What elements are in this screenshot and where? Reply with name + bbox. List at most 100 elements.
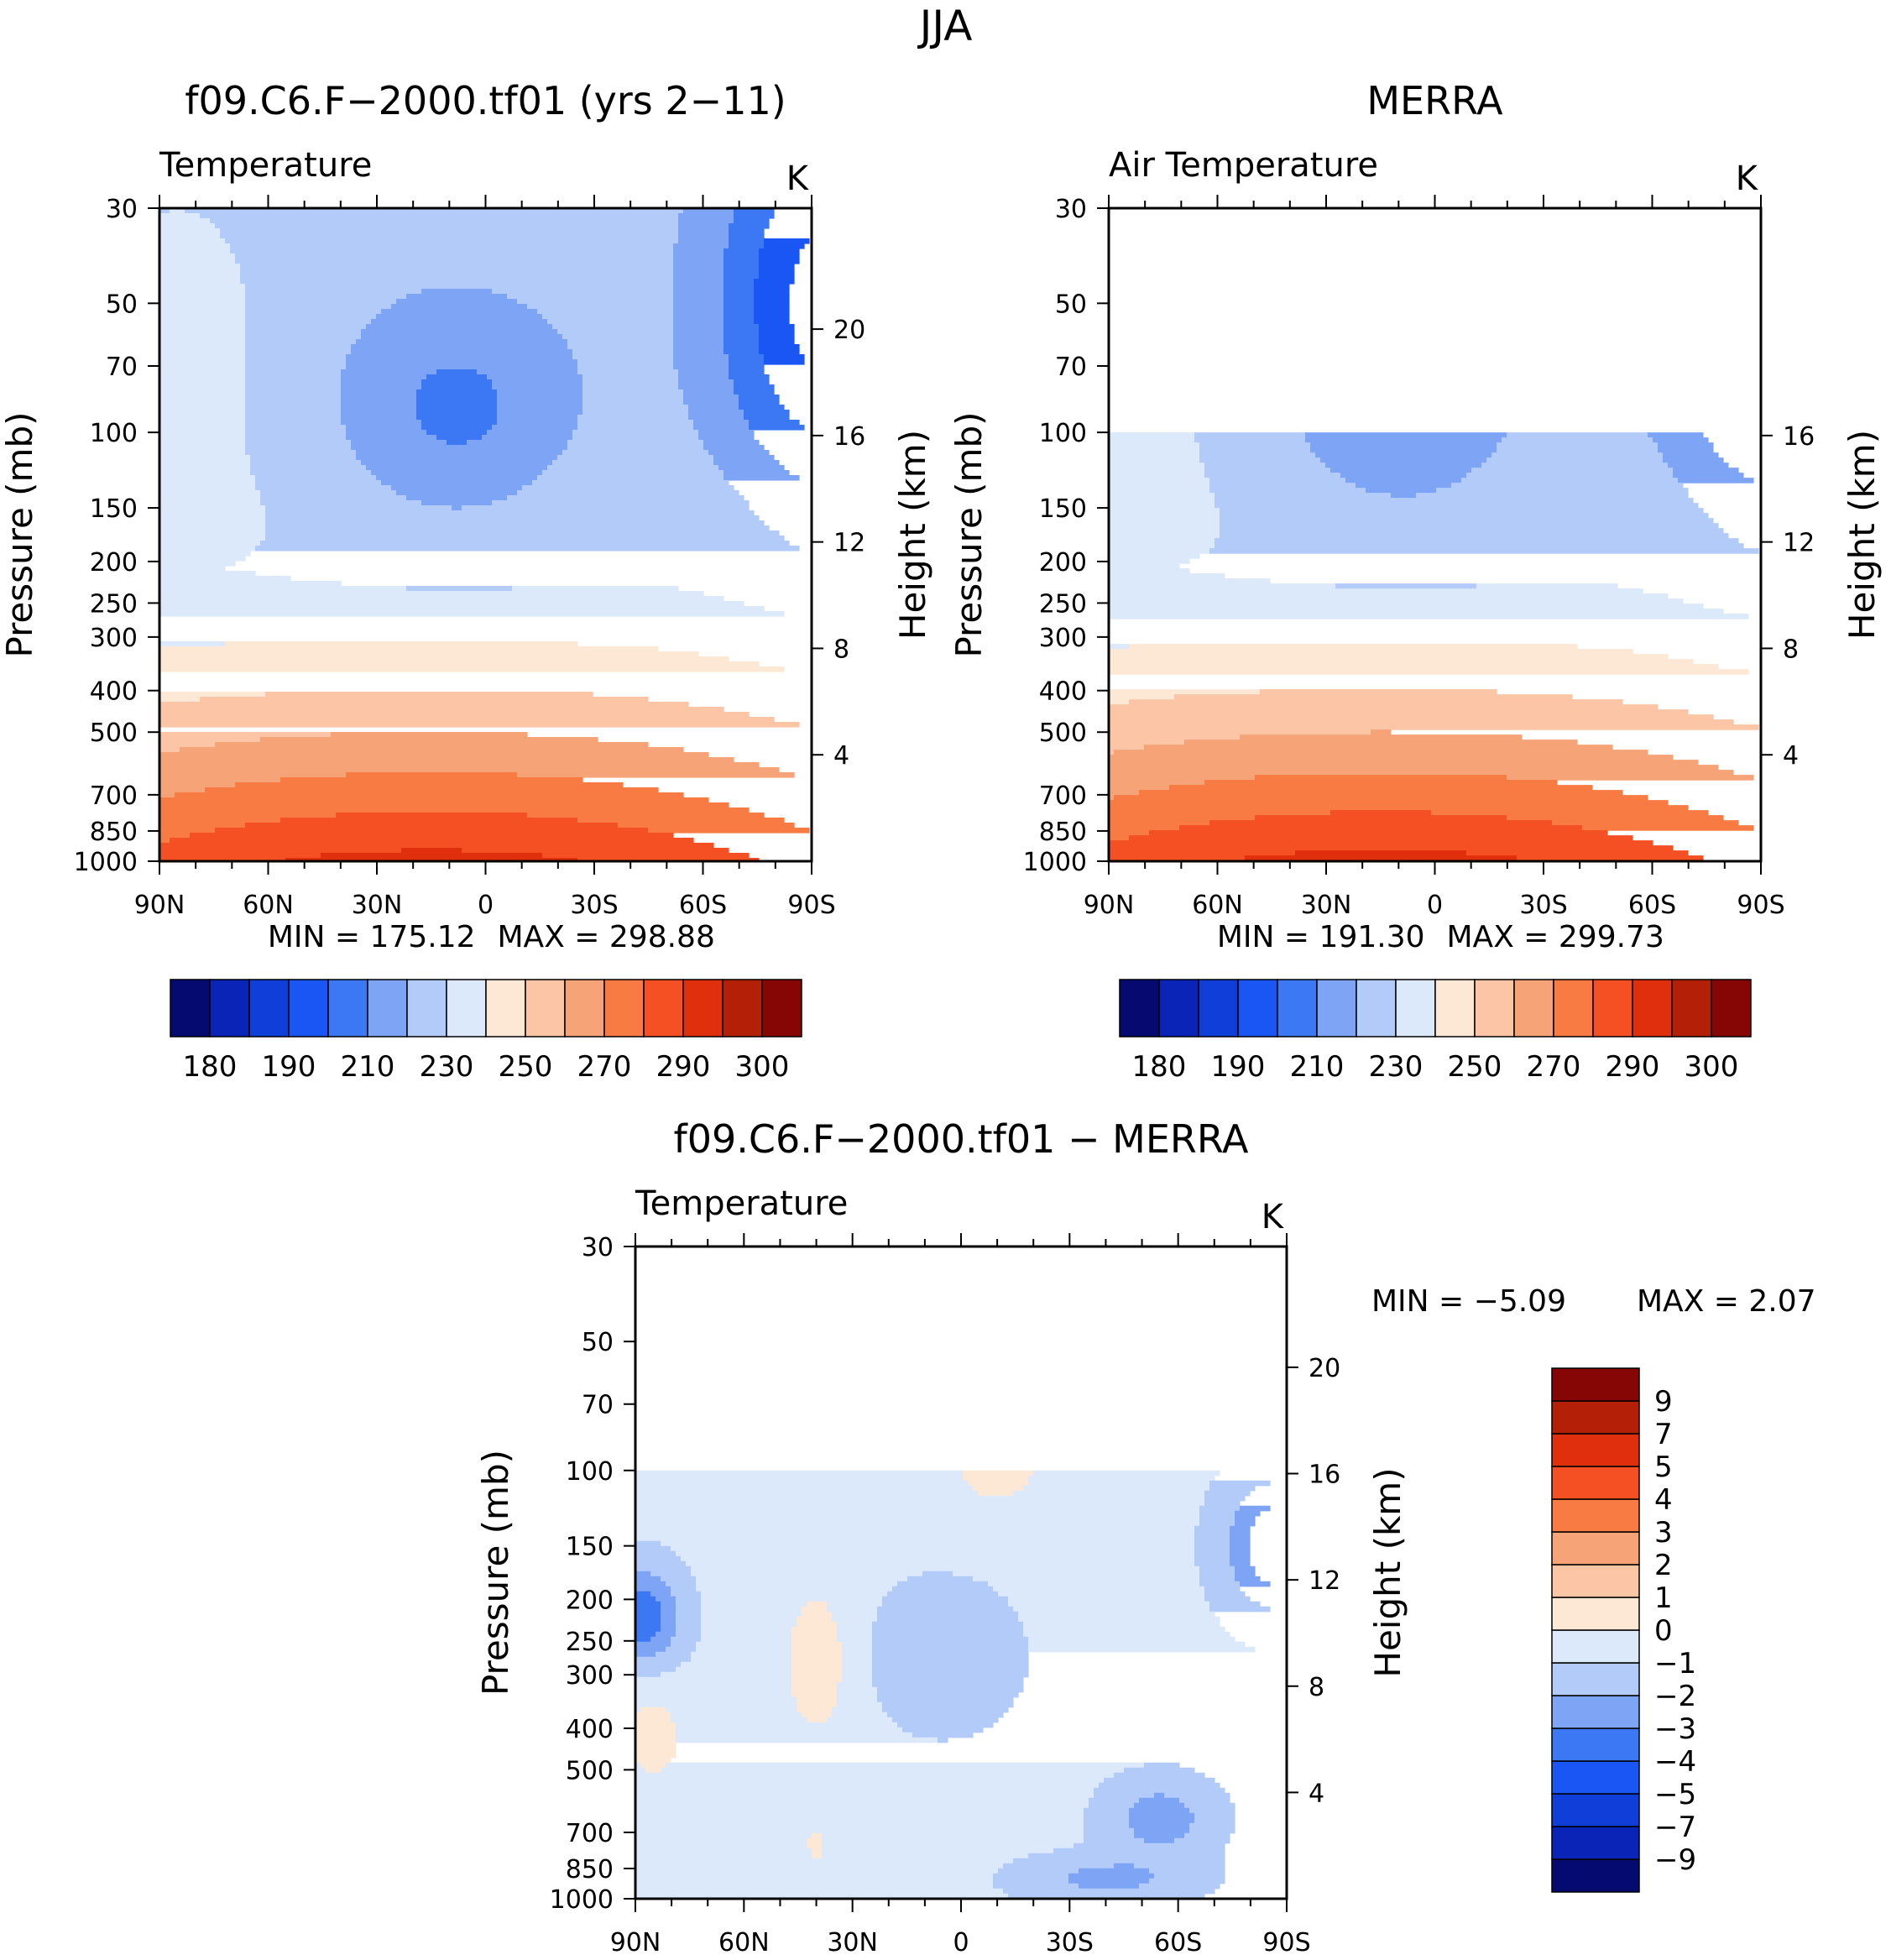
contour-cell (159, 218, 211, 224)
contour-cell (265, 510, 755, 516)
x-tick-label: 60N (243, 891, 294, 920)
contour-cell (635, 1530, 1195, 1537)
colorbar-label: 210 (1290, 1050, 1345, 1084)
y-tick-label: 30 (106, 195, 138, 224)
contour-cell (635, 1591, 651, 1597)
contour-cell (159, 208, 170, 214)
contour-cell (635, 1737, 676, 1743)
contour-cell (759, 334, 795, 340)
contour-cell (159, 450, 246, 456)
contour-cell (1255, 775, 1507, 781)
contour-cell (872, 1626, 1024, 1633)
contour-cell (897, 1722, 994, 1728)
min-label: MIN = 191.30 (1217, 920, 1425, 954)
contour-cell (1109, 659, 1694, 665)
contour-cell (902, 1727, 984, 1733)
contour-cell (661, 1540, 1195, 1547)
contour-cell (635, 1868, 999, 1874)
contour-cell (764, 238, 810, 244)
contour-cell (215, 223, 679, 229)
contour-cell (673, 339, 724, 345)
contour-cell (159, 752, 709, 758)
contour-cell (159, 248, 231, 254)
contour-cell (842, 1671, 873, 1678)
y2-tick-label: 16 (1309, 1461, 1340, 1490)
y-tick-label: 200 (90, 548, 138, 578)
contour-cell (567, 445, 704, 451)
contour-cell (1109, 815, 1256, 821)
contour-cell (572, 349, 674, 355)
contour-cell (1220, 513, 1709, 519)
contour-cell (1084, 1807, 1130, 1814)
contour-cell (1109, 447, 1200, 453)
contour-cell (872, 1671, 1029, 1678)
contour-cell (1109, 760, 1699, 766)
contour-cell (1451, 483, 1684, 489)
contour-cell (1507, 775, 1754, 781)
contour-cell (1109, 664, 1719, 670)
contour-cell (542, 470, 724, 476)
contour-cell (635, 1707, 641, 1713)
contour-cell (696, 1576, 908, 1582)
contour-cell (1416, 493, 1689, 499)
y-tick-label: 850 (90, 818, 138, 847)
contour-cell (676, 1550, 1195, 1557)
contour-cell (832, 1611, 878, 1618)
contour-cell (635, 1581, 666, 1587)
contour-cell (260, 500, 422, 506)
contour-cell (676, 1601, 702, 1607)
contour-cell (673, 284, 724, 290)
contour-cell (676, 1611, 702, 1618)
contour-cell (1235, 1571, 1256, 1577)
contour-cell (159, 238, 226, 244)
units-label: K (1736, 159, 1759, 198)
contour-cell (671, 1636, 702, 1643)
contour-cell (235, 259, 674, 264)
contour-cell (245, 329, 362, 335)
contour-cell (159, 777, 281, 783)
contour-cell (159, 767, 780, 773)
contour-cell (791, 1651, 843, 1658)
contour-cell (159, 576, 291, 582)
panel-title: f09.C6.F−2000.tf01 − MERRA (674, 1116, 1249, 1162)
colorbar-box (1551, 1597, 1640, 1631)
figure-title: JJA (917, 2, 973, 50)
contour-cell (265, 536, 785, 541)
contour-cell (159, 641, 226, 647)
contour-cell (1235, 1576, 1261, 1582)
contour-cell (749, 425, 805, 431)
contour-cell (1073, 1842, 1225, 1849)
contour-cell (759, 324, 795, 330)
contour-cell (1255, 815, 1507, 821)
contour-cell (708, 450, 770, 456)
contour-cell (998, 1591, 1205, 1597)
contour-cell (245, 445, 352, 451)
contour-cell (341, 405, 417, 410)
contour-cell (356, 455, 558, 461)
contour-cell (1109, 669, 1749, 675)
contour-cell (1109, 508, 1220, 514)
contour-cell (635, 1571, 651, 1577)
contour-cell (822, 1848, 1054, 1854)
contour-cell (681, 1661, 792, 1668)
contour-cell (159, 344, 246, 350)
contour-cell (832, 1712, 888, 1718)
contour-cell (245, 359, 347, 365)
contour-cell (159, 455, 251, 461)
contour-cell (159, 410, 246, 416)
contour-cell (1114, 795, 1648, 801)
contour-cell (1109, 785, 1170, 791)
contour-cell (877, 1616, 1019, 1623)
contour-cell (635, 1500, 1205, 1507)
contour-cell (1109, 604, 1704, 609)
contour-cell (159, 334, 246, 340)
contour-cell (260, 490, 397, 496)
contour-cell (837, 1631, 873, 1638)
contour-cell (635, 1757, 671, 1764)
contour-cell (1189, 1827, 1235, 1834)
contour-cell (963, 1475, 1029, 1482)
contour-cell (676, 1616, 702, 1623)
contour-cell (650, 1636, 671, 1643)
y-tick-label: 150 (1039, 494, 1087, 524)
contour-cell (1109, 563, 1180, 569)
